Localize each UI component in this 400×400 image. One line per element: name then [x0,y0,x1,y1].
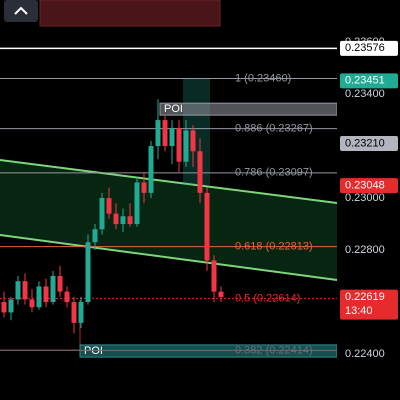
price-tag [340,73,398,89]
poi-label: POI [164,103,183,115]
price-tag [340,289,398,320]
candle-body [85,242,91,303]
candle-body [113,213,119,225]
candle-body [169,127,175,147]
candle-body [22,281,28,300]
candle-body [92,229,98,243]
price-tag-label: 0.23576 [345,42,385,54]
price-tick-label: 0.22800 [345,244,385,256]
candle-body [141,182,147,193]
fib-label: 0.382 (0.22414) [235,344,313,356]
fib-label: 0.618 (0.22813) [235,241,313,253]
candle-body [134,182,140,225]
candle-body [8,299,14,313]
candle-body [120,216,126,225]
candle-body [78,302,84,323]
price-tag-time: 13:40 [345,305,373,317]
candle-body [211,260,217,292]
candle-body [71,302,77,323]
candle-body [57,276,63,292]
candle-body [148,146,154,193]
candle-body [29,299,35,308]
price-tick-label: 0.23000 [345,192,385,204]
candle-body [127,216,133,225]
candle-body [43,286,49,303]
candle-body [64,291,70,303]
channel-fill [0,160,337,280]
candle-body [36,286,42,308]
candle-body [99,198,105,230]
fib-label: 0.5 (0.22614) [235,292,300,304]
price-tag-label: 0.23210 [345,137,385,149]
alert-zone [39,0,221,27]
price-tag [340,178,398,194]
poi-label: POI [84,345,103,357]
price-tick-label: 0.22400 [345,348,385,360]
channel-top [0,159,338,204]
candle-body [197,151,203,193]
candle-body [162,120,168,147]
candle-body [183,130,189,162]
caret-icon [14,6,28,15]
price-tag [340,40,398,56]
candle-body [106,198,112,214]
candle-body [15,281,21,300]
candle-body [218,291,224,298]
channel-bottom [0,234,338,281]
price-tag-label: 0.23451 [345,75,385,87]
candle-body [204,192,210,261]
price-tag-label: 0.23048 [345,179,385,191]
fib-label: 0.786 (0.23097) [235,167,313,179]
candle-body [1,302,7,313]
candle-body [50,276,56,303]
candle-body [155,120,161,147]
price-tag-label: 0.22619 [345,291,385,303]
candle-body [190,130,196,152]
fib-label: 0.886 (0.23267) [235,123,313,135]
candle-body [176,127,182,162]
poi-zone [159,102,338,116]
fib-label: 1 (0.23460) [235,72,291,84]
price-axis [337,0,400,400]
price-tag [340,135,398,151]
collapse-button[interactable] [4,0,38,22]
price-tick-label: 0.23400 [345,88,385,100]
